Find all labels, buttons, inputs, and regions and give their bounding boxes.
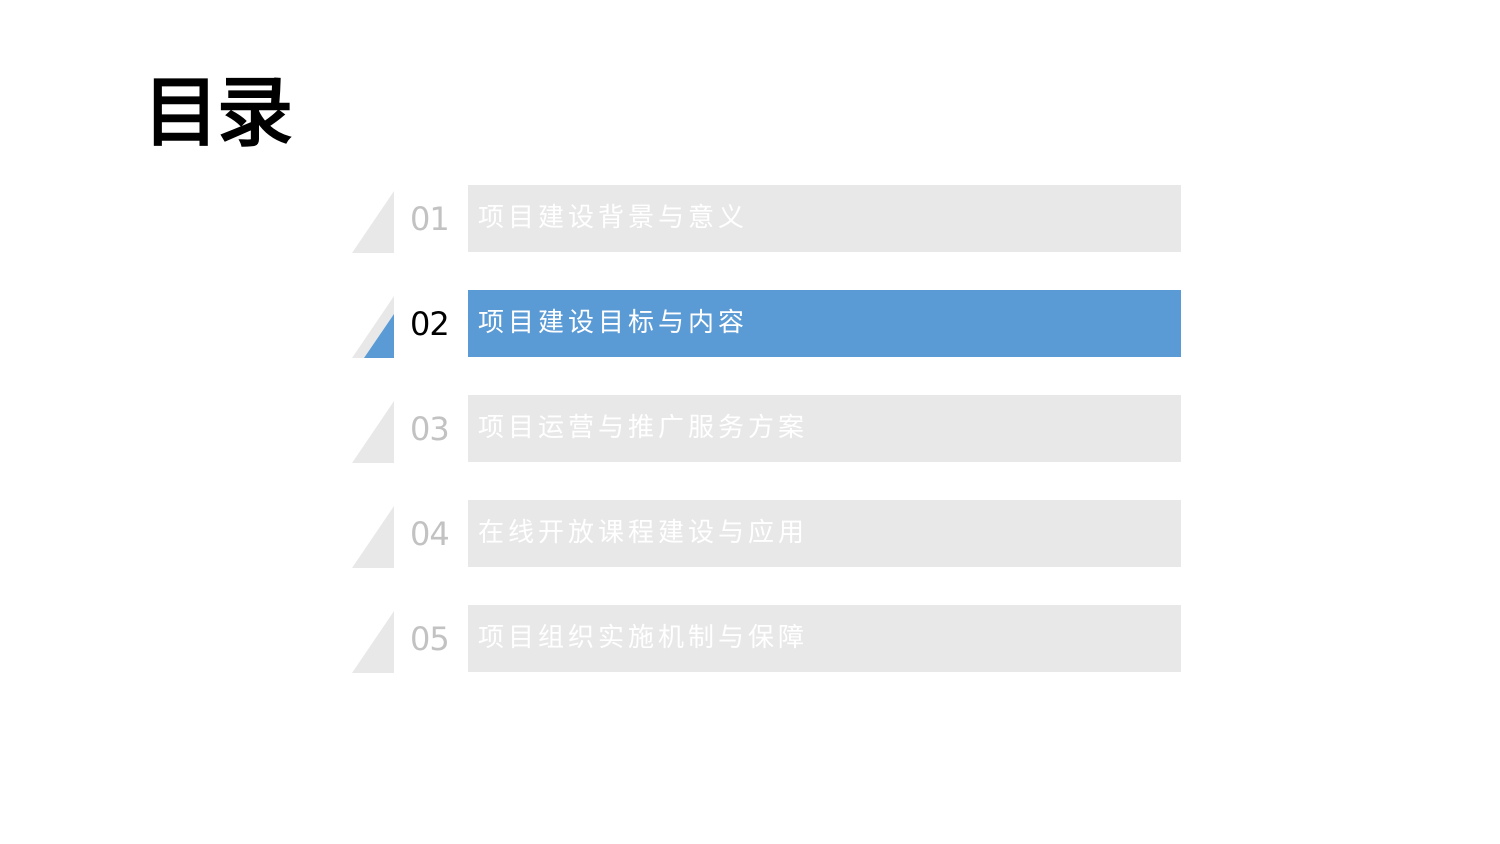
toc-bar[interactable]: 项目组织实施机制与保障 xyxy=(468,605,1181,672)
toc-bar[interactable]: 项目运营与推广服务方案 xyxy=(468,395,1181,462)
toc-number: 02 xyxy=(410,305,450,343)
toc-number: 03 xyxy=(410,410,450,448)
toc-item-4[interactable]: 04 在线开放课程建设与应用 xyxy=(352,500,1182,568)
toc-label: 项目建设目标与内容 xyxy=(478,308,749,338)
toc-bar[interactable]: 项目建设背景与意义 xyxy=(468,185,1181,252)
toc-label: 项目建设背景与意义 xyxy=(478,203,749,233)
toc-bar[interactable]: 在线开放课程建设与应用 xyxy=(468,500,1181,567)
toc-bar[interactable]: 项目建设目标与内容 xyxy=(468,290,1181,357)
toc-label: 在线开放课程建设与应用 xyxy=(478,518,809,548)
corner-triangle-icon xyxy=(352,611,394,673)
corner-triangle-icon xyxy=(352,401,394,463)
corner-triangle-icon xyxy=(352,506,394,568)
toc-item-5[interactable]: 05 项目组织实施机制与保障 xyxy=(352,605,1182,673)
corner-triangle-icon xyxy=(352,296,394,358)
toc-item-2[interactable]: 02 项目建设目标与内容 xyxy=(352,290,1182,358)
toc-label: 项目组织实施机制与保障 xyxy=(478,623,809,653)
corner-triangle-icon xyxy=(352,191,394,253)
page-title: 目录 xyxy=(143,68,293,157)
toc-number: 01 xyxy=(410,200,450,238)
toc-number: 04 xyxy=(410,515,450,553)
toc-number: 05 xyxy=(410,620,450,658)
toc-label: 项目运营与推广服务方案 xyxy=(478,413,809,443)
toc-item-1[interactable]: 01 项目建设背景与意义 xyxy=(352,185,1182,253)
toc-item-3[interactable]: 03 项目运营与推广服务方案 xyxy=(352,395,1182,463)
